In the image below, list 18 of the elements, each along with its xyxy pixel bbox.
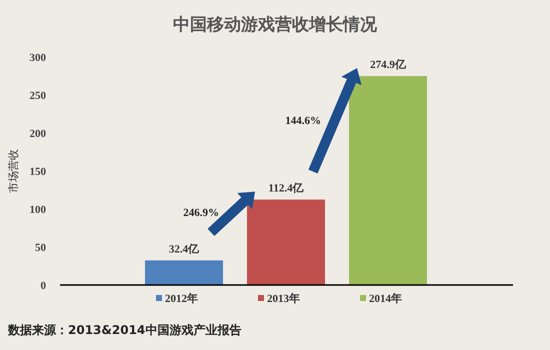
y-tick-label: 200	[30, 128, 46, 140]
y-axis-title: 市场营收	[7, 149, 20, 193]
y-tick-label: 100	[30, 204, 46, 216]
data-label: 274.9亿	[370, 59, 407, 72]
y-tick-label: 0	[40, 280, 46, 292]
annotation: 246.9%	[183, 206, 219, 219]
y-tick-label: 50	[35, 242, 46, 254]
legend-label: 2012年	[165, 292, 198, 305]
y-tick-label: 250	[30, 90, 46, 102]
legend-label: 2014年	[369, 292, 402, 305]
y-tick-label: 300	[30, 52, 46, 64]
source-note: 数据来源：2013&2014中国游戏产业报告	[7, 323, 242, 337]
legend-label: 2013年	[267, 292, 300, 305]
data-label: 112.4亿	[268, 182, 305, 195]
data-label: 32.4亿	[168, 243, 200, 256]
annotation: 144.6%	[285, 114, 321, 127]
y-tick-label: 150	[30, 166, 46, 178]
chart-title: 中国移动游戏营收增长情况	[173, 15, 378, 35]
